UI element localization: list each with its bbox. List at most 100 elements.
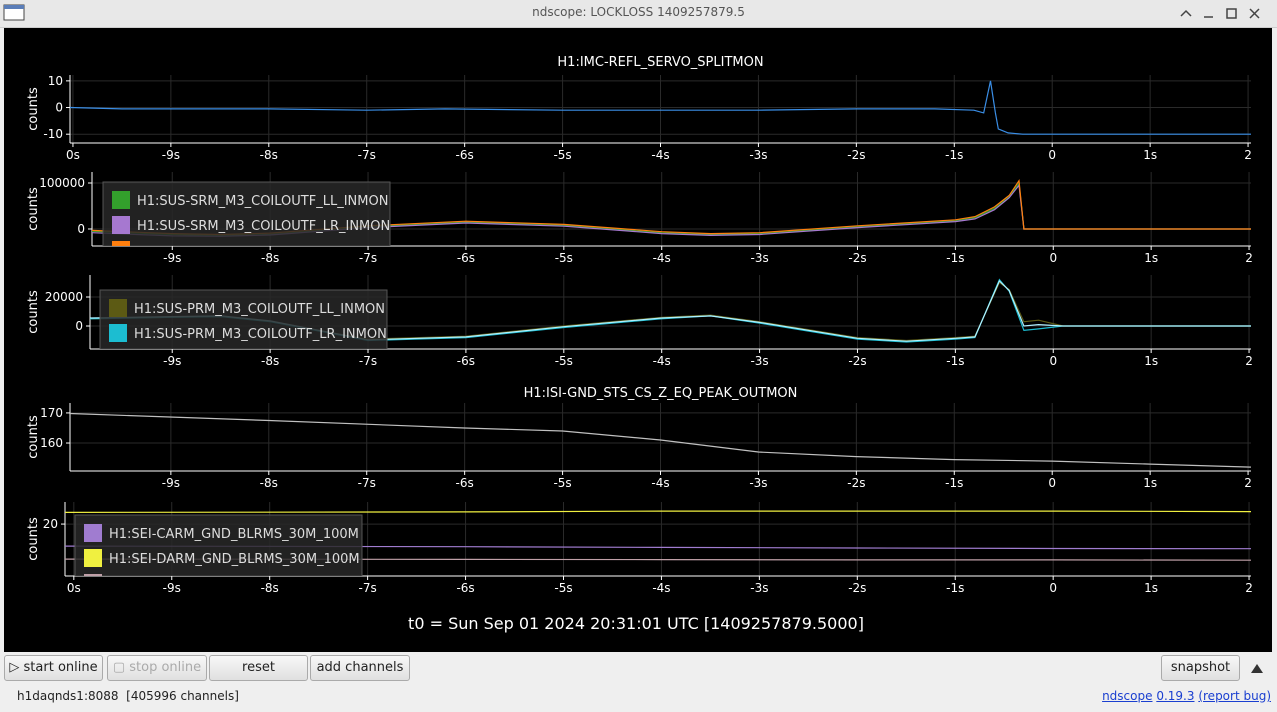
- legend-box: [99, 289, 388, 349]
- label: stop online: [129, 660, 202, 675]
- x-tick-label: -5s: [554, 581, 572, 595]
- x-tick-label: 1s: [1143, 476, 1157, 490]
- x-tick-label: -8s: [261, 581, 279, 595]
- app-icon: [3, 4, 25, 21]
- legend-swatch: [112, 241, 130, 246]
- x-tick-label: -8s: [261, 251, 279, 265]
- x-tick-label: -9s: [163, 354, 181, 368]
- t0-label: t0 = Sun Sep 01 2024 20:31:01 UTC [14092…: [408, 614, 864, 633]
- trace: [70, 80, 1251, 135]
- x-tick-label: -2s: [848, 354, 866, 368]
- x-tick-label: -1s: [946, 354, 964, 368]
- y-tick-label: 100000: [39, 176, 85, 190]
- version-link[interactable]: 0.19.3: [1156, 689, 1195, 703]
- legend-swatch: [109, 299, 127, 317]
- y-tick-label: 20: [43, 517, 58, 531]
- y-axis-label: counts: [26, 187, 41, 231]
- x-tick-label: -7s: [358, 476, 376, 490]
- legend-label: H1:SEI-DARM_GND_BLRMS_30M_100M: [109, 552, 360, 567]
- x-tick-label: -9s: [162, 476, 180, 490]
- y-tick-label: 160: [40, 436, 63, 450]
- y-axis-label: counts: [26, 87, 41, 131]
- x-tick-label: -4s: [651, 148, 669, 162]
- x-tick-label: 1s: [1144, 251, 1158, 265]
- x-tick-label: -6s: [456, 148, 474, 162]
- x-tick-label: -6s: [456, 581, 474, 595]
- x-tick-label: -2s: [848, 581, 866, 595]
- y-tick-label: 10: [48, 74, 63, 88]
- report-link[interactable]: (report bug): [1198, 689, 1271, 703]
- plot: counts 0s -9s -8s -7s -6s -5s -4s -3s -2s -1s 0 1s 2 2…: [26, 502, 1253, 595]
- x-tick-label: -4s: [653, 251, 671, 265]
- y-axis-label: counts: [26, 290, 41, 334]
- channel-count: [405996 channels]: [126, 689, 239, 703]
- x-tick-label: 2: [1245, 581, 1253, 595]
- x-tick-label: -3s: [749, 148, 767, 162]
- x-tick-label: 0: [1048, 476, 1056, 490]
- x-tick-label: -7s: [359, 354, 377, 368]
- legend-swatch: [84, 574, 102, 576]
- x-tick-label: -3s: [750, 354, 768, 368]
- snapshot-button[interactable]: snapshot: [1161, 655, 1240, 681]
- legend-swatch: [84, 549, 102, 567]
- x-tick-label: -3s: [750, 251, 768, 265]
- reset-button[interactable]: reset: [209, 655, 308, 681]
- x-tick-label: 0s: [67, 581, 81, 595]
- expand-toggle[interactable]: [1250, 662, 1264, 674]
- trace: [65, 558, 1251, 561]
- traces: H1:SUS-SRM_M3_COILOUTF_LL_INMON H1:SUS-SR…: [92, 178, 1251, 246]
- y-axis-label: counts: [26, 415, 41, 459]
- legend-label: H1:SUS-SRM_M3_COILOUTF_LL_INMON: [137, 194, 388, 209]
- legend-swatch: [84, 524, 102, 542]
- legend-swatch: [112, 216, 130, 234]
- x-tick-label: 1s: [1144, 581, 1158, 595]
- y-tick-label: 20000: [45, 290, 83, 304]
- x-tick-label: -1s: [946, 581, 964, 595]
- x-tick-label: -7s: [359, 581, 377, 595]
- x-tick-label: -6s: [457, 354, 475, 368]
- x-tick-label: -4s: [653, 354, 671, 368]
- y-tick-label: 0: [75, 319, 83, 333]
- x-tick-label: -5s: [555, 354, 573, 368]
- x-tick-label: 1s: [1144, 354, 1158, 368]
- title-bar: ndscope: LOCKLOSS 1409257879.5: [0, 0, 1277, 28]
- status-version: ndscope 0.19.3 (report bug): [1102, 689, 1271, 703]
- traces: H1:SUS-PRM_M3_COILOUTF_LL_INMON H1:SUS-PR…: [90, 278, 1251, 349]
- plot-area: t0 = Sun Sep 01 2024 20:31:01 UTC [14092…: [4, 28, 1272, 652]
- trace: [65, 510, 1251, 513]
- plot-title: H1:ISI-GND_STS_CS_Z_EQ_PEAK_OUTMON: [524, 386, 798, 401]
- start-online-button[interactable]: ▷ start online: [4, 655, 103, 681]
- x-tick-label: -1s: [945, 476, 963, 490]
- x-tick-label: -4s: [652, 581, 670, 595]
- x-tick-label: -1s: [946, 251, 964, 265]
- traces: [70, 412, 1251, 468]
- app-link[interactable]: ndscope: [1102, 689, 1153, 703]
- y-tick-label: 170: [40, 406, 63, 420]
- plot: counts -9s -8s -7s -6s -5s -4s -3s -2s -1s 0 1s 2 100…: [26, 172, 1253, 265]
- legend-label: H1:SEI-CARM_GND_BLRMS_30M_100M: [109, 527, 359, 542]
- x-tick-label: -7s: [359, 251, 377, 265]
- x-tick-label: 1s: [1143, 148, 1157, 162]
- x-tick-label: -4s: [651, 476, 669, 490]
- legend-swatch: [112, 191, 130, 209]
- legend-label: H1:SUS-PRM_M3_COILOUTF_LR_INMON: [134, 327, 387, 342]
- x-tick-label: -9s: [163, 251, 181, 265]
- status-server: h1daqnds1:8088 [405996 channels]: [17, 689, 239, 703]
- x-tick-label: -2s: [848, 251, 866, 265]
- x-tick-label: 0: [1048, 148, 1056, 162]
- x-tick-label: -7s: [358, 148, 376, 162]
- x-tick-label: -5s: [553, 476, 571, 490]
- legend-label: H1:SUS-PRM_M3_COILOUTF_LL_INMON: [134, 302, 385, 317]
- x-tick-label: -8s: [260, 476, 278, 490]
- traces: [70, 80, 1251, 135]
- x-tick-label: 0s: [66, 148, 80, 162]
- x-tick-label: -2s: [847, 148, 865, 162]
- window-controls[interactable]: [1177, 4, 1267, 24]
- x-tick-label: 2: [1245, 251, 1253, 265]
- x-tick-label: -2s: [847, 476, 865, 490]
- trace: [70, 412, 1251, 468]
- add-channels-button[interactable]: add channels: [310, 655, 410, 681]
- x-tick-label: 2: [1245, 354, 1253, 368]
